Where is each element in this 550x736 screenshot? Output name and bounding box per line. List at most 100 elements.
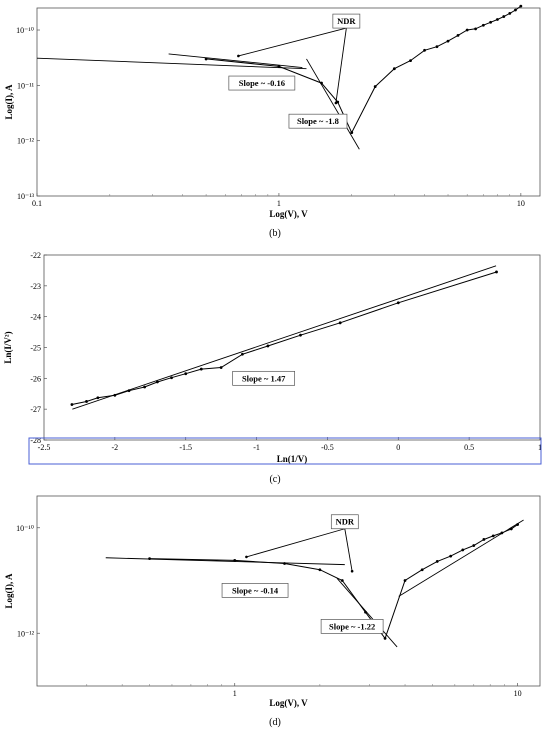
data-point — [143, 385, 147, 389]
data-point — [516, 523, 520, 526]
data-point — [489, 20, 493, 24]
y-tick-label: 10⁻¹⁰ — [16, 524, 34, 533]
data-point — [502, 15, 506, 18]
data-point — [338, 321, 342, 325]
data-point — [204, 57, 208, 61]
annotation-box — [330, 514, 359, 530]
data-point — [155, 380, 159, 384]
data-series-line — [206, 5, 522, 134]
y-tick-label: 10⁻¹² — [17, 137, 35, 146]
y-axis-title: Ln(I/V²) — [3, 331, 13, 363]
data-series-line — [149, 524, 518, 640]
data-point — [233, 559, 237, 562]
data-point — [219, 366, 223, 369]
selection-highlight-box — [28, 437, 542, 465]
y-tick-label: -26 — [30, 374, 41, 383]
data-point — [500, 531, 504, 535]
annotation-label: Slope ~ -0.16 — [239, 78, 285, 88]
data-point — [409, 59, 412, 63]
x-tick-label: -1.5 — [179, 443, 192, 452]
data-point — [373, 85, 377, 88]
annotation-box — [288, 113, 348, 129]
y-tick-label: 10⁻¹² — [17, 629, 35, 638]
data-point — [383, 636, 387, 640]
panel-label: (d) — [269, 717, 281, 728]
data-point — [461, 548, 465, 552]
fit-line — [306, 58, 360, 150]
data-point — [449, 554, 453, 558]
data-point — [241, 352, 244, 356]
data-point — [423, 48, 426, 52]
data-point — [318, 568, 322, 572]
data-point — [299, 333, 302, 337]
x-tick-label: 0 — [396, 443, 400, 452]
panel-label: (b) — [269, 228, 281, 239]
plot-frame — [36, 495, 541, 687]
x-tick-label: 10 — [514, 689, 522, 698]
data-point — [435, 560, 439, 563]
annotation-pointer-line — [335, 28, 347, 104]
data-point — [277, 64, 281, 68]
x-tick-label: 1 — [233, 689, 237, 698]
data-point — [340, 579, 344, 582]
x-axis-title: Log(V), V — [269, 209, 308, 219]
data-point — [509, 527, 513, 531]
data-point — [465, 28, 469, 32]
annotation-label: Slope ~ -1.22 — [329, 621, 375, 631]
x-tick-label: 1 — [538, 443, 542, 452]
fit-line — [336, 578, 398, 648]
x-tick-label: -2 — [112, 443, 119, 452]
x-axis-title: Log(V), V — [269, 698, 308, 708]
y-tick-label: -27 — [30, 405, 41, 414]
annotation-label: NDR — [336, 517, 355, 527]
annotation-label: Slope ~ -0.14 — [232, 585, 279, 595]
y-tick-label: -25 — [30, 344, 41, 353]
data-point — [364, 610, 367, 614]
data-point — [70, 403, 74, 406]
annotation-pointer-dot — [237, 54, 240, 58]
data-point — [495, 18, 499, 21]
fit-line — [168, 53, 303, 68]
plot-frame — [36, 7, 541, 197]
fit-line — [36, 57, 307, 70]
data-point — [519, 4, 523, 8]
fit-line — [72, 265, 497, 410]
data-point — [85, 400, 88, 403]
annotation-box — [320, 619, 384, 634]
data-point — [96, 396, 100, 400]
annotation-pointer-dot — [334, 101, 338, 105]
data-point — [113, 393, 117, 397]
data-point — [396, 301, 400, 305]
data-point — [266, 344, 270, 348]
data-point — [148, 557, 151, 561]
y-axis-title: Log(I), A — [4, 573, 14, 609]
data-point — [170, 376, 173, 380]
data-point — [481, 23, 485, 27]
plot-frame — [43, 254, 541, 441]
chart-panel-b: 0.1 1 10 10⁻¹³ 10⁻¹² 10⁻¹¹ 10⁻¹⁰ Log(V), V Log(I… — [4, 4, 541, 239]
x-tick-label: -1 — [253, 443, 260, 452]
chart-panel-c: -2.5 -2 -1.5 -1 -0.5 0 0.5 1 -28 -27 -26 -25 -24 -23 -… — [3, 251, 542, 485]
data-point — [482, 538, 486, 541]
data-point — [320, 81, 323, 85]
x-tick-label: 10 — [517, 199, 525, 208]
data-point — [184, 372, 188, 376]
annotation-pointer-line — [246, 528, 345, 558]
annotation-pointer-dot — [245, 555, 248, 559]
annotation-box — [221, 583, 289, 598]
annotation-pointer-line — [238, 27, 347, 57]
annotation-pointer-dot — [350, 569, 354, 573]
chart-panel-d: 1 10 10⁻¹² 10⁻¹⁰ Log(V), V Log(I), A (d) NDR Slo… — [4, 495, 541, 728]
annotation-label: Slope ~ 1.47 — [242, 373, 286, 383]
y-tick-label: -23 — [30, 282, 41, 291]
data-point — [446, 39, 450, 43]
x-axis-title: Ln(1/V) — [277, 454, 308, 464]
y-tick-label: 10⁻¹³ — [17, 192, 35, 201]
data-point — [350, 131, 354, 134]
x-tick-label: 0.1 — [32, 199, 42, 208]
x-tick-label: 1 — [277, 199, 281, 208]
y-tick-label: -28 — [30, 436, 41, 445]
data-point — [514, 8, 517, 12]
panel-label: (c) — [269, 474, 280, 485]
